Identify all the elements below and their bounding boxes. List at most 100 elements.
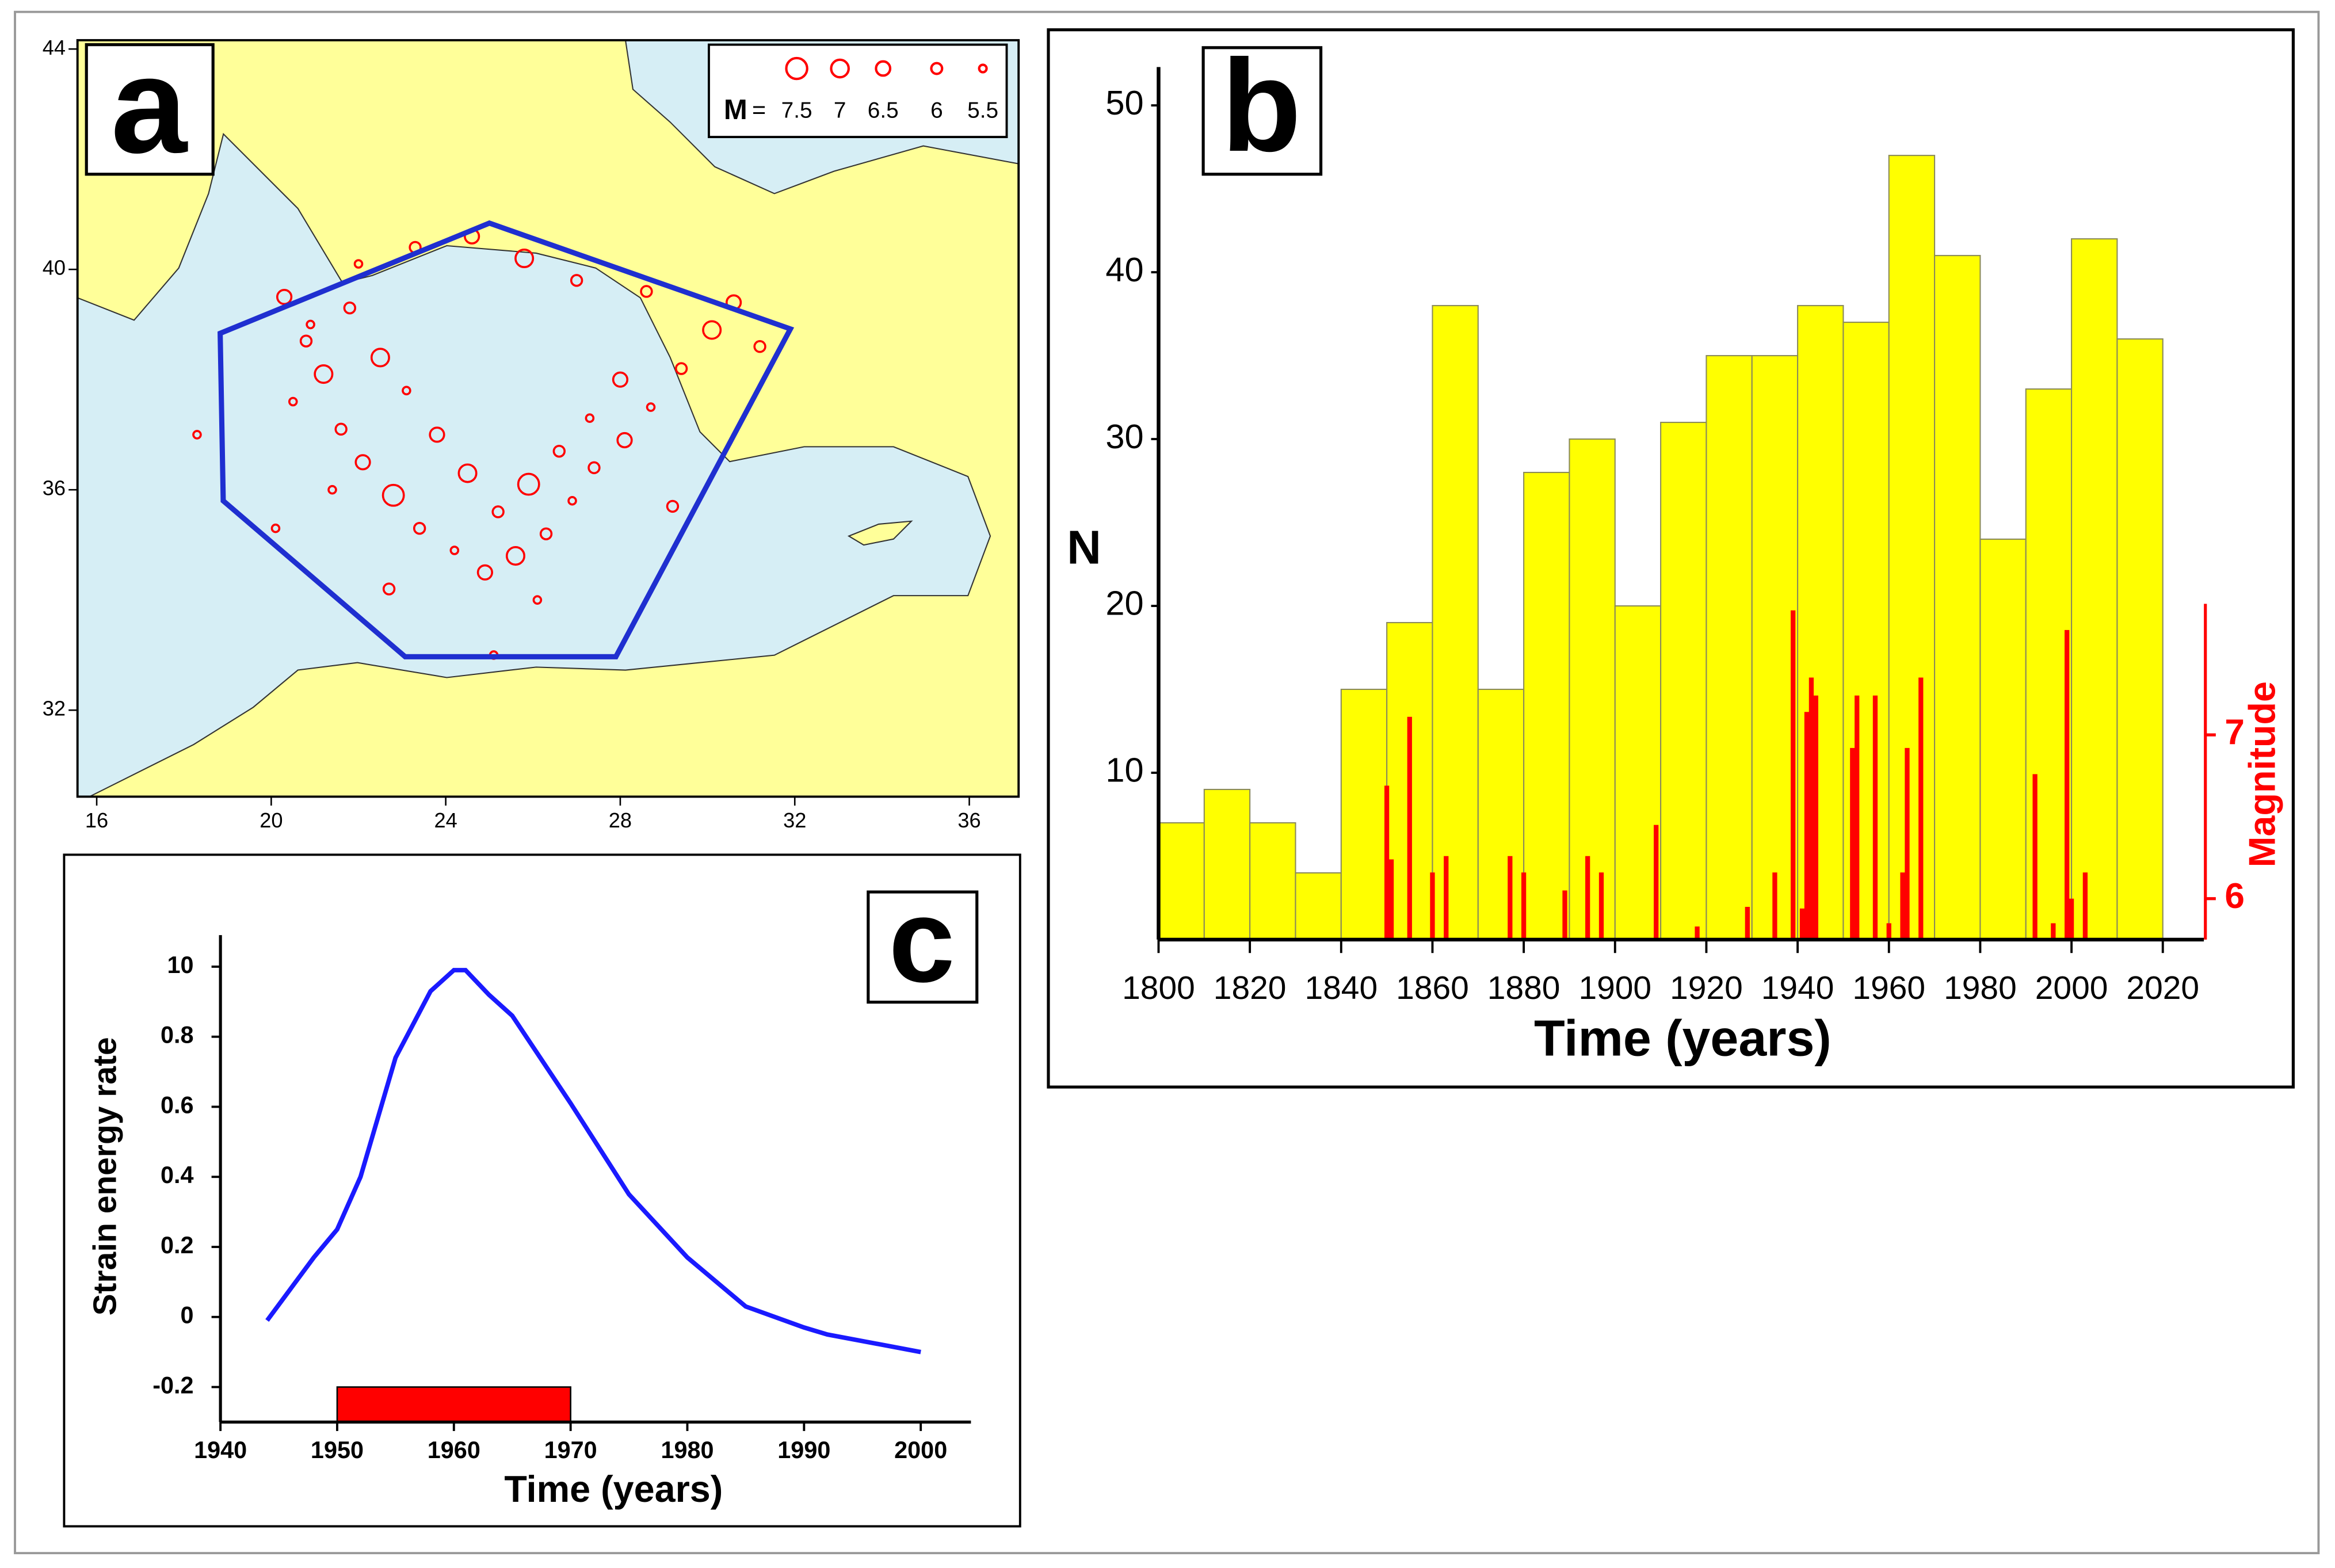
panel-label: a bbox=[111, 29, 188, 182]
x-tick-label: 1880 bbox=[1487, 970, 1561, 1006]
island bbox=[847, 520, 913, 546]
earthquake bbox=[585, 413, 595, 423]
bar bbox=[2116, 338, 2164, 940]
bar bbox=[1158, 822, 1205, 940]
earthquake bbox=[702, 320, 722, 340]
legend-label: 6 bbox=[930, 98, 943, 123]
x-tick-label: 1940 bbox=[194, 1437, 247, 1463]
bar bbox=[1295, 872, 1342, 940]
panel-label: b bbox=[1221, 33, 1301, 179]
x-tick-label: 1980 bbox=[661, 1437, 714, 1463]
bar bbox=[1203, 788, 1251, 940]
study-area bbox=[218, 220, 795, 659]
bar bbox=[1340, 688, 1388, 940]
earthquake bbox=[382, 582, 396, 596]
y-tick-label: 40 bbox=[43, 256, 66, 280]
y-tick-label: 0.2 bbox=[161, 1232, 194, 1258]
x-tick-label: 1840 bbox=[1304, 970, 1378, 1006]
legend-box bbox=[708, 43, 1008, 139]
bar bbox=[1249, 822, 1296, 940]
bar bbox=[1751, 355, 1799, 940]
earthquake bbox=[505, 546, 525, 566]
earthquake bbox=[413, 522, 426, 535]
earthquake bbox=[276, 288, 293, 306]
bar bbox=[1614, 605, 1662, 940]
y-tick-label: 30 bbox=[1105, 417, 1143, 456]
legend-symbol: M bbox=[724, 94, 747, 125]
earthquake bbox=[567, 496, 577, 506]
x-tick-label: 20 bbox=[260, 808, 283, 832]
legend-symbol bbox=[875, 60, 892, 77]
panel-label-box bbox=[85, 43, 215, 176]
y-tick-label: 0 bbox=[181, 1302, 194, 1329]
x-axis-label: Time (years) bbox=[1534, 1010, 1832, 1067]
map-background bbox=[76, 39, 1020, 798]
x-tick-label: 2000 bbox=[2035, 970, 2108, 1006]
y2-axis-label: Magnitude bbox=[2241, 681, 2283, 867]
legend-label: 5.5 bbox=[967, 98, 998, 123]
y-axis-label: Strain energy rate bbox=[86, 1037, 123, 1315]
x-tick-label: 1940 bbox=[1761, 970, 1834, 1006]
y-tick-label: 0.8 bbox=[161, 1022, 194, 1048]
y-tick-label: 20 bbox=[1105, 584, 1143, 623]
bar bbox=[1569, 438, 1616, 940]
bar bbox=[1660, 422, 1707, 940]
legend-symbol bbox=[930, 62, 944, 75]
earthquake bbox=[457, 463, 478, 483]
earthquake bbox=[288, 396, 298, 407]
earthquake bbox=[299, 334, 313, 348]
earthquake bbox=[353, 259, 364, 269]
bar bbox=[1979, 538, 2027, 940]
earthquake bbox=[514, 249, 535, 269]
x-tick-label: 2020 bbox=[2126, 970, 2199, 1006]
earthquake bbox=[616, 432, 633, 449]
bar bbox=[1934, 255, 1981, 940]
panel-label-box bbox=[1201, 46, 1323, 176]
x-tick-label: 36 bbox=[957, 808, 980, 832]
earthquake bbox=[532, 595, 543, 605]
y-tick-label: 36 bbox=[43, 476, 66, 500]
x-tick-label: 32 bbox=[783, 808, 806, 832]
x-tick-label: 28 bbox=[609, 808, 632, 832]
earthquake bbox=[270, 523, 281, 533]
earthquake bbox=[674, 362, 688, 375]
x-tick-label: 1990 bbox=[777, 1437, 830, 1463]
x-tick-label: 1920 bbox=[1670, 970, 1743, 1006]
legend-label: 7.5 bbox=[781, 98, 812, 123]
x-tick-label: 1900 bbox=[1578, 970, 1651, 1006]
highlight-interval bbox=[336, 1386, 571, 1423]
earthquake bbox=[517, 472, 540, 496]
earthquake bbox=[640, 285, 653, 298]
bar bbox=[1706, 355, 1753, 940]
legend-symbol bbox=[830, 58, 850, 79]
strain-curve bbox=[265, 968, 921, 1355]
y-tick-label: 0.6 bbox=[161, 1092, 194, 1118]
x-tick-label: 1800 bbox=[1122, 970, 1195, 1006]
y2-tick-label: 7 bbox=[2225, 713, 2245, 753]
earthquake bbox=[570, 274, 583, 287]
y-tick-label: 10 bbox=[167, 952, 194, 978]
x-tick-label: 1960 bbox=[428, 1437, 480, 1463]
earthquake bbox=[370, 348, 390, 368]
x-tick-label: 1860 bbox=[1396, 970, 1469, 1006]
earthquake bbox=[476, 564, 493, 581]
x-tick-label: 1960 bbox=[1852, 970, 1925, 1006]
bar bbox=[1432, 305, 1479, 940]
y-tick-label: -0.2 bbox=[152, 1372, 193, 1398]
earthquake bbox=[491, 505, 505, 518]
y-tick-label: 32 bbox=[43, 697, 66, 720]
panel-label: c bbox=[888, 874, 955, 1007]
earthquake bbox=[646, 402, 656, 412]
bar bbox=[2071, 238, 2118, 940]
earthquake bbox=[539, 527, 553, 540]
x-tick-label: 24 bbox=[434, 808, 457, 832]
earthquake bbox=[666, 499, 680, 513]
earthquake bbox=[429, 426, 445, 443]
x-tick-label: 2000 bbox=[894, 1437, 947, 1463]
legend-equals: = bbox=[752, 97, 766, 123]
earthquake bbox=[381, 483, 405, 507]
x-axis-label: Time (years) bbox=[504, 1468, 723, 1510]
x-tick-label: 1980 bbox=[1944, 970, 2017, 1006]
